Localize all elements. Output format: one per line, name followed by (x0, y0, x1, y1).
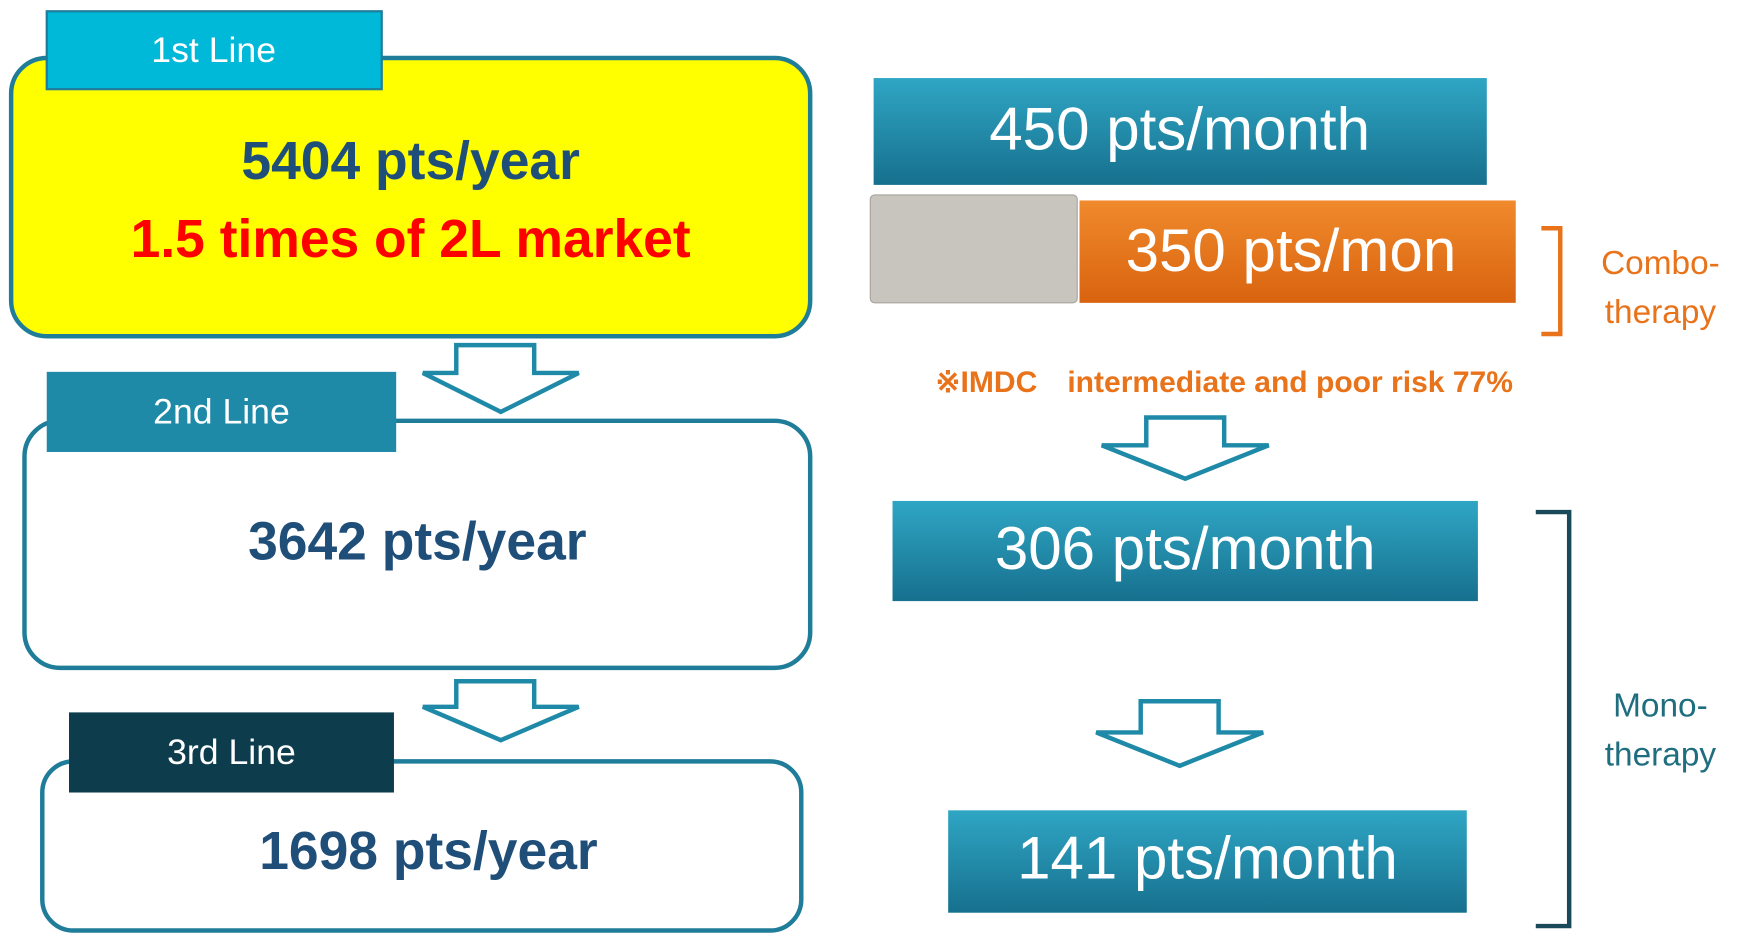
second-box (892, 500, 1478, 602)
second: 306 pts/month (995, 515, 1376, 582)
line-tab (45, 10, 383, 91)
combo-label: Combo- (1601, 245, 1720, 282)
line-tab (46, 371, 397, 452)
combo-label: therapy (1605, 294, 1717, 331)
bracket (1541, 226, 1563, 337)
combo: 350 pts/mon (1126, 217, 1457, 284)
bracket (1535, 509, 1572, 929)
total: 450 pts/month (989, 96, 1370, 163)
mono-label: therapy (1605, 737, 1717, 774)
tab-label: 3rd Line (167, 732, 296, 772)
line-tab (68, 712, 394, 793)
line-note: 1.5 times of 2L market (131, 210, 691, 269)
arrow (1095, 699, 1264, 769)
arrow (421, 342, 580, 415)
line-value: 5404 pts/year (241, 132, 579, 191)
third: 141 pts/month (1017, 825, 1398, 892)
line-value: 1698 pts/year (259, 822, 597, 881)
line-box (40, 759, 804, 933)
arrow (1100, 415, 1270, 482)
combo-box (1079, 200, 1516, 303)
line-box (8, 55, 813, 339)
risk-note: ※IMDC intermediate and poor risk 77% (935, 366, 1513, 399)
tab-label: 2nd Line (153, 392, 290, 432)
line-box (22, 418, 813, 671)
line-value: 3642 pts/year (248, 513, 586, 572)
arrow (422, 679, 580, 743)
total-box (873, 78, 1487, 185)
third-box (948, 810, 1467, 913)
tab-label: 1st Line (151, 30, 276, 70)
gray-box (869, 194, 1078, 304)
mono-label: Mono- (1613, 688, 1708, 725)
